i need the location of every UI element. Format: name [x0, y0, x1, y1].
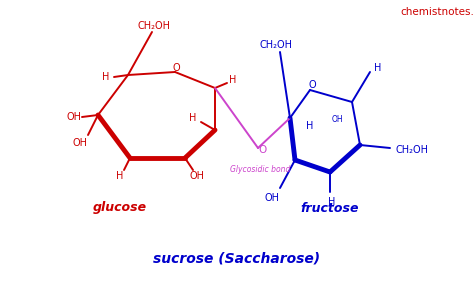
Text: chemistnotes.com: chemistnotes.com	[400, 7, 474, 17]
Text: Glycosidic bond: Glycosidic bond	[230, 165, 290, 175]
Text: CH₂OH: CH₂OH	[259, 40, 292, 50]
Text: OH: OH	[73, 138, 88, 148]
Text: H: H	[328, 197, 336, 207]
Text: OH: OH	[331, 116, 343, 124]
Text: OH: OH	[66, 112, 82, 122]
Text: OH: OH	[190, 171, 204, 181]
Text: H: H	[306, 121, 314, 131]
Text: OH: OH	[264, 193, 280, 203]
Text: O: O	[259, 145, 267, 155]
Text: H: H	[189, 113, 197, 123]
Text: H: H	[374, 63, 382, 73]
Text: CH₂OH: CH₂OH	[395, 145, 428, 155]
Text: fructose: fructose	[301, 201, 359, 214]
Text: O: O	[308, 80, 316, 90]
Text: H: H	[102, 72, 109, 82]
Text: sucrose (Saccharose): sucrose (Saccharose)	[154, 251, 320, 265]
Text: H: H	[116, 171, 124, 181]
Text: CH₂OH: CH₂OH	[137, 21, 171, 31]
Text: H: H	[229, 75, 237, 85]
Text: O: O	[172, 63, 180, 73]
Text: glucose: glucose	[93, 201, 147, 214]
